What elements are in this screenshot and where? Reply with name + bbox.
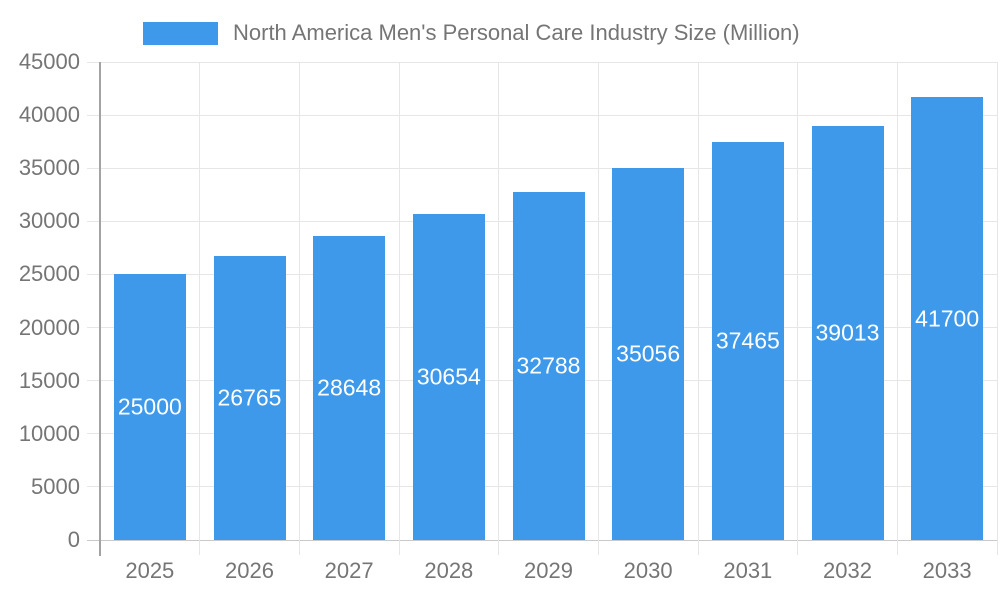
- h-gridline: [87, 167, 997, 169]
- v-gridline: [199, 62, 201, 555]
- bar-value-label: 30654: [416, 363, 481, 390]
- bar-value-label: 32788: [516, 352, 581, 379]
- v-gridline: [697, 62, 699, 555]
- y-axis-labels: 0 5000 10000 15000 20000 25000 30000 35000 40000…: [0, 0, 80, 600]
- x-tick-label: 2032: [823, 558, 872, 583]
- bar: [811, 125, 884, 540]
- x-tick-label: 2030: [623, 558, 673, 583]
- plot-area: 25000 26765 28648 30654 32788 35056 37465 39013…: [87, 61, 998, 555]
- x-tick-label: 2027: [324, 558, 374, 583]
- y-tick-label: 35000: [18, 155, 80, 181]
- y-axis-line: [99, 62, 101, 556]
- h-gridline: [87, 61, 997, 63]
- bar-value-label: 26765: [217, 384, 282, 411]
- y-tick-label: 15000: [18, 367, 80, 393]
- legend-swatch: [143, 21, 218, 45]
- v-gridline: [597, 62, 599, 555]
- y-tick-label: 45000: [18, 49, 80, 74]
- bar: [911, 97, 984, 540]
- x-tick-label: 2031: [723, 558, 773, 583]
- x-tick-label: 2025: [125, 558, 175, 583]
- v-gridline: [398, 62, 400, 555]
- v-gridline: [498, 62, 500, 555]
- y-tick-label: 20000: [18, 314, 80, 340]
- bar: [612, 167, 685, 540]
- x-tick-label: 2028: [424, 558, 474, 583]
- x-tick-label: 2033: [922, 558, 972, 583]
- v-gridline: [298, 62, 300, 555]
- x-axis-baseline: [87, 539, 997, 541]
- v-gridline: [896, 62, 898, 555]
- x-axis-labels: 2025 2026 2027 2028 2029 2030 2031 2032 2033: [100, 558, 997, 588]
- chart-title: North America Men's Personal Care Indust…: [233, 20, 800, 45]
- bar: [113, 274, 186, 540]
- bar: [711, 142, 784, 540]
- bar-value-label: 37465: [715, 327, 780, 354]
- bar: [412, 214, 485, 540]
- bar: [512, 191, 585, 540]
- y-tick-label: 40000: [18, 102, 80, 128]
- bar-value-label: 35056: [616, 340, 681, 367]
- bar: [213, 255, 286, 540]
- y-tick-label: 25000: [18, 261, 80, 287]
- bar-value-label: 41700: [915, 305, 980, 332]
- y-tick-label: 5000: [31, 473, 80, 499]
- bar: [313, 235, 386, 540]
- y-tick-label: 0: [67, 527, 80, 552]
- bar-value-label: 25000: [117, 393, 182, 420]
- x-tick-label: 2026: [225, 558, 274, 583]
- x-tick-label: 2029: [524, 558, 573, 583]
- h-gridline: [87, 114, 997, 116]
- v-gridline: [996, 62, 998, 555]
- bar-value-label: 28648: [317, 374, 382, 401]
- v-gridline: [797, 62, 799, 555]
- chart-legend: North America Men's Personal Care Indust…: [143, 20, 800, 45]
- y-tick-label: 10000: [18, 420, 80, 446]
- bar-value-label: 39013: [815, 319, 880, 346]
- y-tick-label: 30000: [18, 208, 80, 234]
